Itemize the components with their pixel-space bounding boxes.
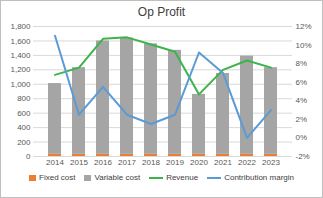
svg-text:400: 400 [17, 123, 31, 132]
svg-text:-2%: -2% [296, 152, 310, 161]
svg-text:4%: 4% [296, 96, 308, 105]
svg-text:2022: 2022 [238, 158, 256, 167]
svg-text:2020: 2020 [190, 158, 208, 167]
svg-text:1,000: 1,000 [10, 80, 31, 89]
svg-text:200: 200 [17, 138, 31, 147]
svg-text:6%: 6% [296, 78, 308, 87]
svg-text:8%: 8% [296, 59, 308, 68]
svg-text:2018: 2018 [142, 158, 160, 167]
svg-text:0%: 0% [296, 133, 308, 142]
svg-text:1,400: 1,400 [10, 51, 31, 60]
svg-text:2017: 2017 [118, 158, 136, 167]
html-text:Contribution margin: Contribution margin [224, 173, 294, 182]
html-text:Variable cost: Variable cost [94, 173, 141, 182]
svg-text:1,200: 1,200 [10, 65, 31, 74]
svg-text:2014: 2014 [46, 158, 64, 167]
html-text:Op Profit: Op Profit [137, 5, 186, 19]
svg-text:600: 600 [17, 109, 31, 118]
svg-text:1,800: 1,800 [10, 22, 31, 31]
svg-text:2015: 2015 [70, 158, 88, 167]
svg-text:2023: 2023 [262, 158, 280, 167]
svg-text:1,600: 1,600 [10, 37, 31, 46]
svg-text:2%: 2% [296, 115, 308, 124]
svg-text:800: 800 [17, 94, 31, 103]
svg-text:2016: 2016 [94, 158, 112, 167]
svg-text:2019: 2019 [166, 158, 184, 167]
html-text:Revenue: Revenue [166, 173, 199, 182]
svg-text:0: 0 [26, 152, 31, 161]
svg-text:10%: 10% [296, 41, 312, 50]
html-text:Fixed cost: Fixed cost [39, 173, 76, 182]
svg-text:2021: 2021 [214, 158, 232, 167]
svg-text:12%: 12% [296, 22, 312, 31]
